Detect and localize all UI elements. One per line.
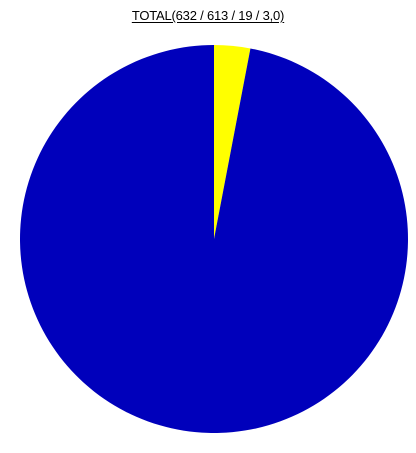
chart-title: TOTAL(632 / 613 / 19 / 3,0) <box>131 8 285 23</box>
pie-slices <box>20 45 409 433</box>
pie-slice-0 <box>214 45 251 239</box>
pie-slice-1 <box>20 45 409 433</box>
